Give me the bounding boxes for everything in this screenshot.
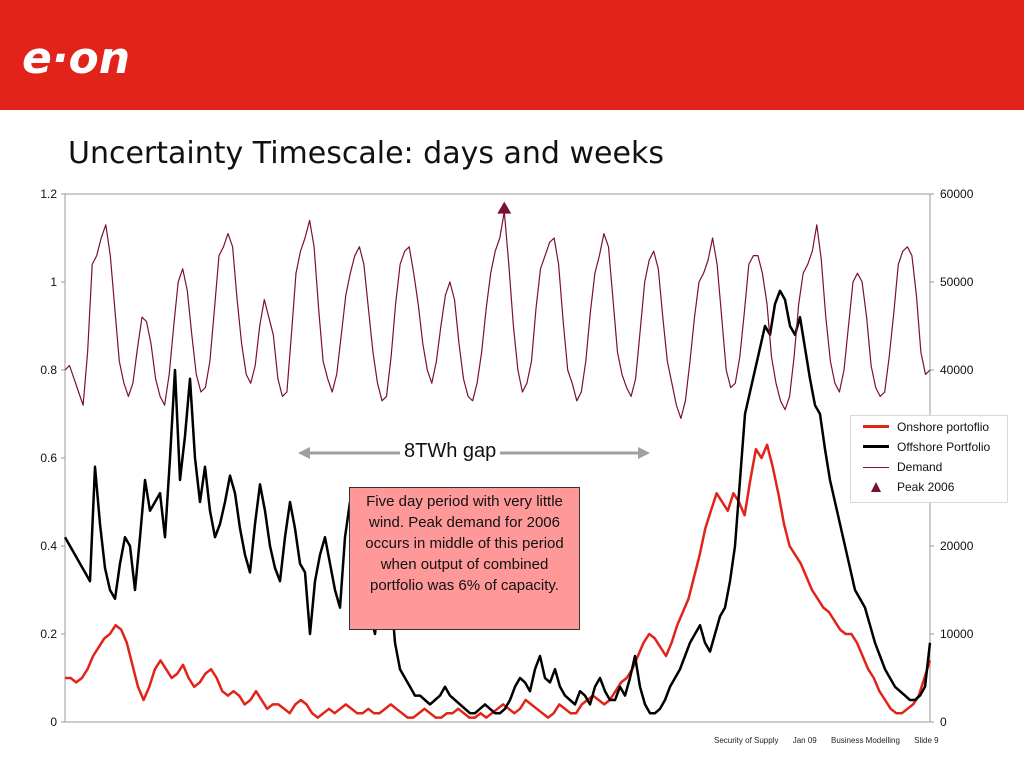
legend-label-peak: Peak 2006 [897, 480, 955, 494]
y-tick-label-left: 1 [50, 275, 57, 289]
y-tick-label-right: 0 [940, 715, 947, 729]
gap-arrow-right-head [638, 447, 650, 459]
gap-arrow-left-head [298, 447, 310, 459]
footer-topic: Security of Supply [714, 736, 779, 745]
footer: Security of Supply Jan 09 Business Model… [714, 736, 951, 745]
gap-annotation: 8TWh gap [400, 440, 501, 463]
annotation-textbox: Five day period with very little wind. P… [349, 487, 580, 630]
y-tick-label-left: 0.6 [40, 451, 57, 465]
series-demand-line [64, 211, 931, 419]
legend-label-offshore: Offshore Portfolio [897, 440, 991, 454]
y-tick-label-left: 0.8 [40, 363, 57, 377]
triangle-marker-icon [871, 482, 881, 492]
slide-title: Uncertainty Timescale: days and weeks [68, 136, 664, 171]
footer-slide-number: Slide 9 [914, 736, 939, 745]
footer-department: Business Modelling [830, 736, 900, 745]
legend-swatch-demand [863, 467, 889, 468]
footer-date: Jan 09 [792, 736, 817, 745]
y-tick-label-right: 10000 [940, 627, 974, 641]
series-onshore-line [65, 443, 932, 719]
y-tick-label-left: 0.2 [40, 627, 57, 641]
y-tick-label-left: 0.4 [40, 539, 57, 553]
y-tick-label-left: 0 [50, 715, 57, 729]
legend-label-demand: Demand [897, 460, 943, 474]
legend-swatch-onshore [863, 425, 889, 428]
peak-2006-marker [497, 201, 512, 214]
y-tick-label-right: 50000 [940, 275, 974, 289]
y-tick-label-right: 20000 [940, 539, 974, 553]
legend-label-onshore: Onshore portoflio [897, 420, 990, 434]
header-band: e·on [0, 0, 1024, 110]
eon-logo: e·on [22, 33, 131, 84]
y-tick-label-right: 40000 [940, 363, 974, 377]
series-offshore-line [63, 289, 932, 715]
legend-swatch-offshore [863, 445, 889, 448]
chart-legend: Onshore portoflio Offshore Portfolio Dem… [850, 415, 1008, 503]
y-tick-label-left: 1.2 [40, 187, 57, 201]
y-tick-label-right: 60000 [940, 187, 974, 201]
